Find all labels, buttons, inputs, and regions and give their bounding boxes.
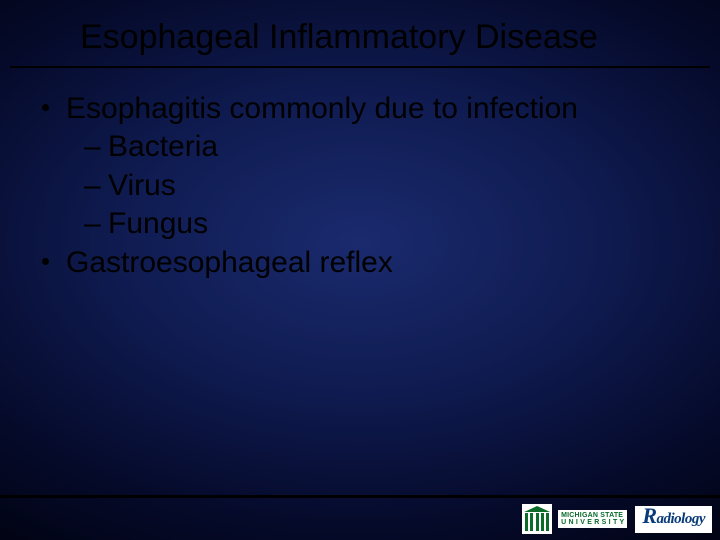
sub-bullet-item: – Bacteria: [36, 128, 690, 166]
radiology-text: adiology: [657, 511, 706, 527]
footer-divider: [0, 495, 720, 498]
dash-icon: –: [84, 205, 101, 243]
title-underline: [10, 66, 710, 68]
bullet-item: Esophagitis commonly due to infection: [36, 90, 690, 128]
bullet-icon: [42, 258, 49, 265]
radiology-initial: R: [642, 503, 656, 528]
sub-bullet-text: Bacteria: [108, 130, 218, 163]
msu-line1: MICHIGAN STATE: [561, 512, 624, 519]
msu-line2: U N I V E R S I T Y: [561, 519, 624, 526]
sub-bullet-item: – Fungus: [36, 205, 690, 243]
dash-icon: –: [84, 128, 101, 166]
slide-title: Esophageal Inflammatory Disease: [80, 18, 690, 57]
slide: Esophageal Inflammatory Disease Esophagi…: [0, 0, 720, 540]
sub-bullet-text: Fungus: [108, 207, 208, 240]
bullet-icon: [42, 104, 49, 111]
slide-body: Esophagitis commonly due to infection – …: [36, 90, 690, 282]
radiology-logo: Radiology: [635, 506, 712, 533]
footer: MICHIGAN STATE U N I V E R S I T Y Radio…: [522, 502, 712, 536]
bullet-item: Gastroesophageal reflex: [36, 244, 690, 282]
msu-building-icon: [522, 504, 552, 534]
dash-icon: –: [84, 167, 101, 205]
bullet-text: Gastroesophageal reflex: [66, 246, 393, 279]
msu-wordmark: MICHIGAN STATE U N I V E R S I T Y: [558, 510, 627, 529]
bullet-text: Esophagitis commonly due to infection: [66, 92, 578, 125]
sub-bullet-item: – Virus: [36, 167, 690, 205]
sub-bullet-text: Virus: [108, 169, 176, 202]
